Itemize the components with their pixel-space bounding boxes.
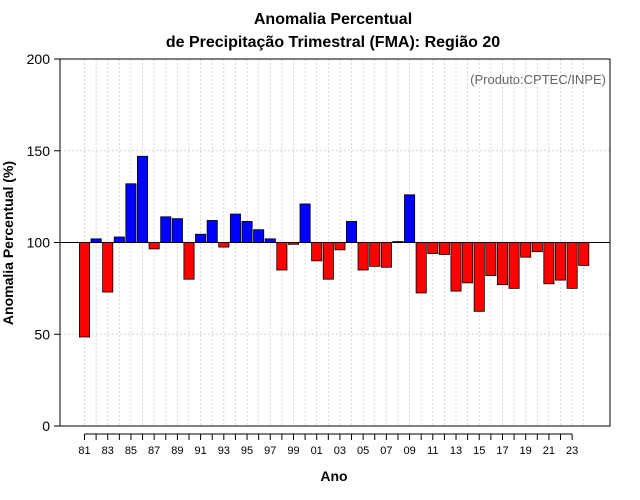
bar-10	[415, 242, 427, 294]
x-tick-label-03: 03	[334, 445, 346, 457]
x-tick-label-95: 95	[241, 445, 253, 457]
x-axis-label: Ano	[320, 468, 347, 484]
x-tick-label-09: 09	[403, 445, 415, 457]
grid-lines	[60, 59, 610, 426]
bar-98	[276, 242, 288, 271]
chart-title-line2: de Precipitação Trimestral (FMA): Região…	[166, 34, 500, 51]
y-axis: 0 50 100 150 200	[27, 51, 60, 434]
x-tick-label-87: 87	[148, 445, 160, 457]
x-tick-label-83: 83	[102, 445, 114, 457]
x-tick-label-05: 05	[357, 445, 369, 457]
bar-95	[241, 220, 253, 243]
bar-81	[79, 242, 91, 338]
bar-90	[183, 242, 195, 280]
bars	[79, 155, 590, 338]
bar-06	[369, 242, 381, 267]
x-tick-label-15: 15	[473, 445, 485, 457]
bar-91	[195, 233, 207, 243]
y-axis-label: Anomalia Percentual (%)	[0, 161, 16, 325]
bar-04	[346, 220, 358, 243]
x-tick-label-91: 91	[194, 445, 206, 457]
bar-15	[473, 242, 485, 312]
bar-11	[427, 242, 439, 254]
bar-92	[206, 220, 218, 243]
x-tick-label-13: 13	[450, 445, 462, 457]
x-tick-label-93: 93	[218, 445, 230, 457]
credit-text: (Produto:CPTEC/INPE)	[470, 72, 606, 87]
y-tick-label: 100	[27, 235, 51, 251]
bar-93	[218, 242, 230, 248]
bar-00	[299, 203, 311, 243]
bar-21	[543, 242, 555, 285]
bar-96	[253, 229, 265, 243]
bar-02	[322, 242, 334, 280]
bar-18	[508, 242, 520, 289]
y-tick-label: 150	[27, 143, 51, 159]
x-tick-label-85: 85	[125, 445, 137, 457]
x-tick-label-19: 19	[520, 445, 532, 457]
chart-title-line1: Anomalia Percentual	[254, 11, 412, 28]
x-tick-label-23: 23	[566, 445, 578, 457]
x-tick-label-89: 89	[171, 445, 183, 457]
bar-85	[125, 183, 137, 243]
x-tick-label-81: 81	[78, 445, 90, 457]
bar-88	[160, 216, 172, 243]
bar-13	[450, 242, 462, 292]
bar-05	[357, 242, 369, 271]
bar-84	[113, 236, 125, 243]
bar-22	[555, 242, 567, 281]
x-tick-label-01: 01	[311, 445, 323, 457]
bar-83	[102, 242, 114, 293]
y-tick-label: 200	[27, 51, 51, 67]
x-tick-label-17: 17	[496, 445, 508, 457]
x-tick-label-97: 97	[264, 445, 276, 457]
bar-87	[148, 242, 160, 250]
bar-24	[578, 242, 590, 266]
bar-14	[462, 242, 474, 284]
bar-89	[171, 218, 183, 243]
x-axis: 81 83 85 87 89 91 93 95 97 99 01 03 05 07 09 11 13 15 17 19…	[78, 433, 578, 457]
x-tick-label-21: 21	[543, 445, 555, 457]
bar-16	[485, 242, 497, 276]
y-tick-label: 0	[42, 418, 50, 434]
bar-01	[311, 242, 323, 262]
bar-94	[229, 213, 241, 243]
bar-12	[438, 242, 450, 255]
bar-17	[496, 242, 508, 286]
y-tick-label: 50	[34, 326, 50, 342]
bar-03	[334, 242, 346, 251]
bar-23	[566, 242, 578, 289]
bar-09	[404, 194, 416, 243]
x-tick-label-99: 99	[287, 445, 299, 457]
bar-97	[264, 238, 276, 243]
bar-19	[520, 242, 532, 258]
bar-86	[137, 155, 149, 243]
bar-07	[380, 242, 392, 268]
x-tick-label-11: 11	[427, 445, 438, 457]
bar-20	[531, 242, 543, 253]
x-tick-label-07: 07	[380, 445, 392, 457]
bar-82	[90, 238, 102, 243]
